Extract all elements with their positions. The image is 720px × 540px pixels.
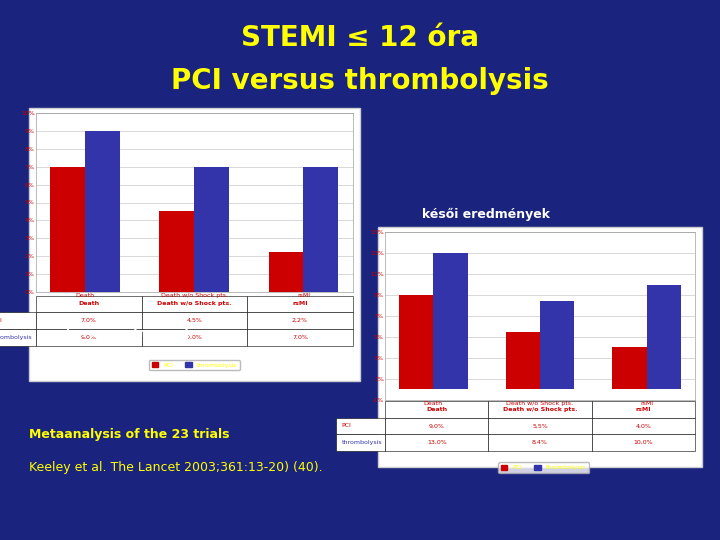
Bar: [194, 167, 229, 292]
Bar: [613, 347, 647, 389]
Bar: [400, 295, 433, 389]
Bar: [540, 301, 574, 389]
Bar: [269, 252, 304, 292]
Text: Keeley et al. The Lancet 2003;361:13-20) (40).: Keeley et al. The Lancet 2003;361:13-20)…: [29, 461, 323, 474]
Text: Metaanalysis of the 23 trials: Metaanalysis of the 23 trials: [29, 428, 229, 441]
Text: STEMI ≤ 12 óra: STEMI ≤ 12 óra: [241, 24, 479, 52]
Text: PCI versus thrombolysis: PCI versus thrombolysis: [171, 67, 549, 95]
Bar: [304, 167, 338, 292]
Legend: PCI, thrombolysis: PCI, thrombolysis: [498, 462, 589, 473]
Bar: [433, 253, 467, 389]
Bar: [85, 131, 120, 292]
Bar: [160, 211, 194, 292]
Bar: [50, 167, 85, 292]
Bar: [647, 285, 680, 389]
Bar: [506, 332, 540, 389]
Text: korai eredmények: korai eredmények: [66, 327, 193, 340]
Legend: PCI, thrombolysis: PCI, thrombolysis: [149, 360, 240, 370]
Text: késői eredmények: késői eredmények: [422, 208, 550, 221]
